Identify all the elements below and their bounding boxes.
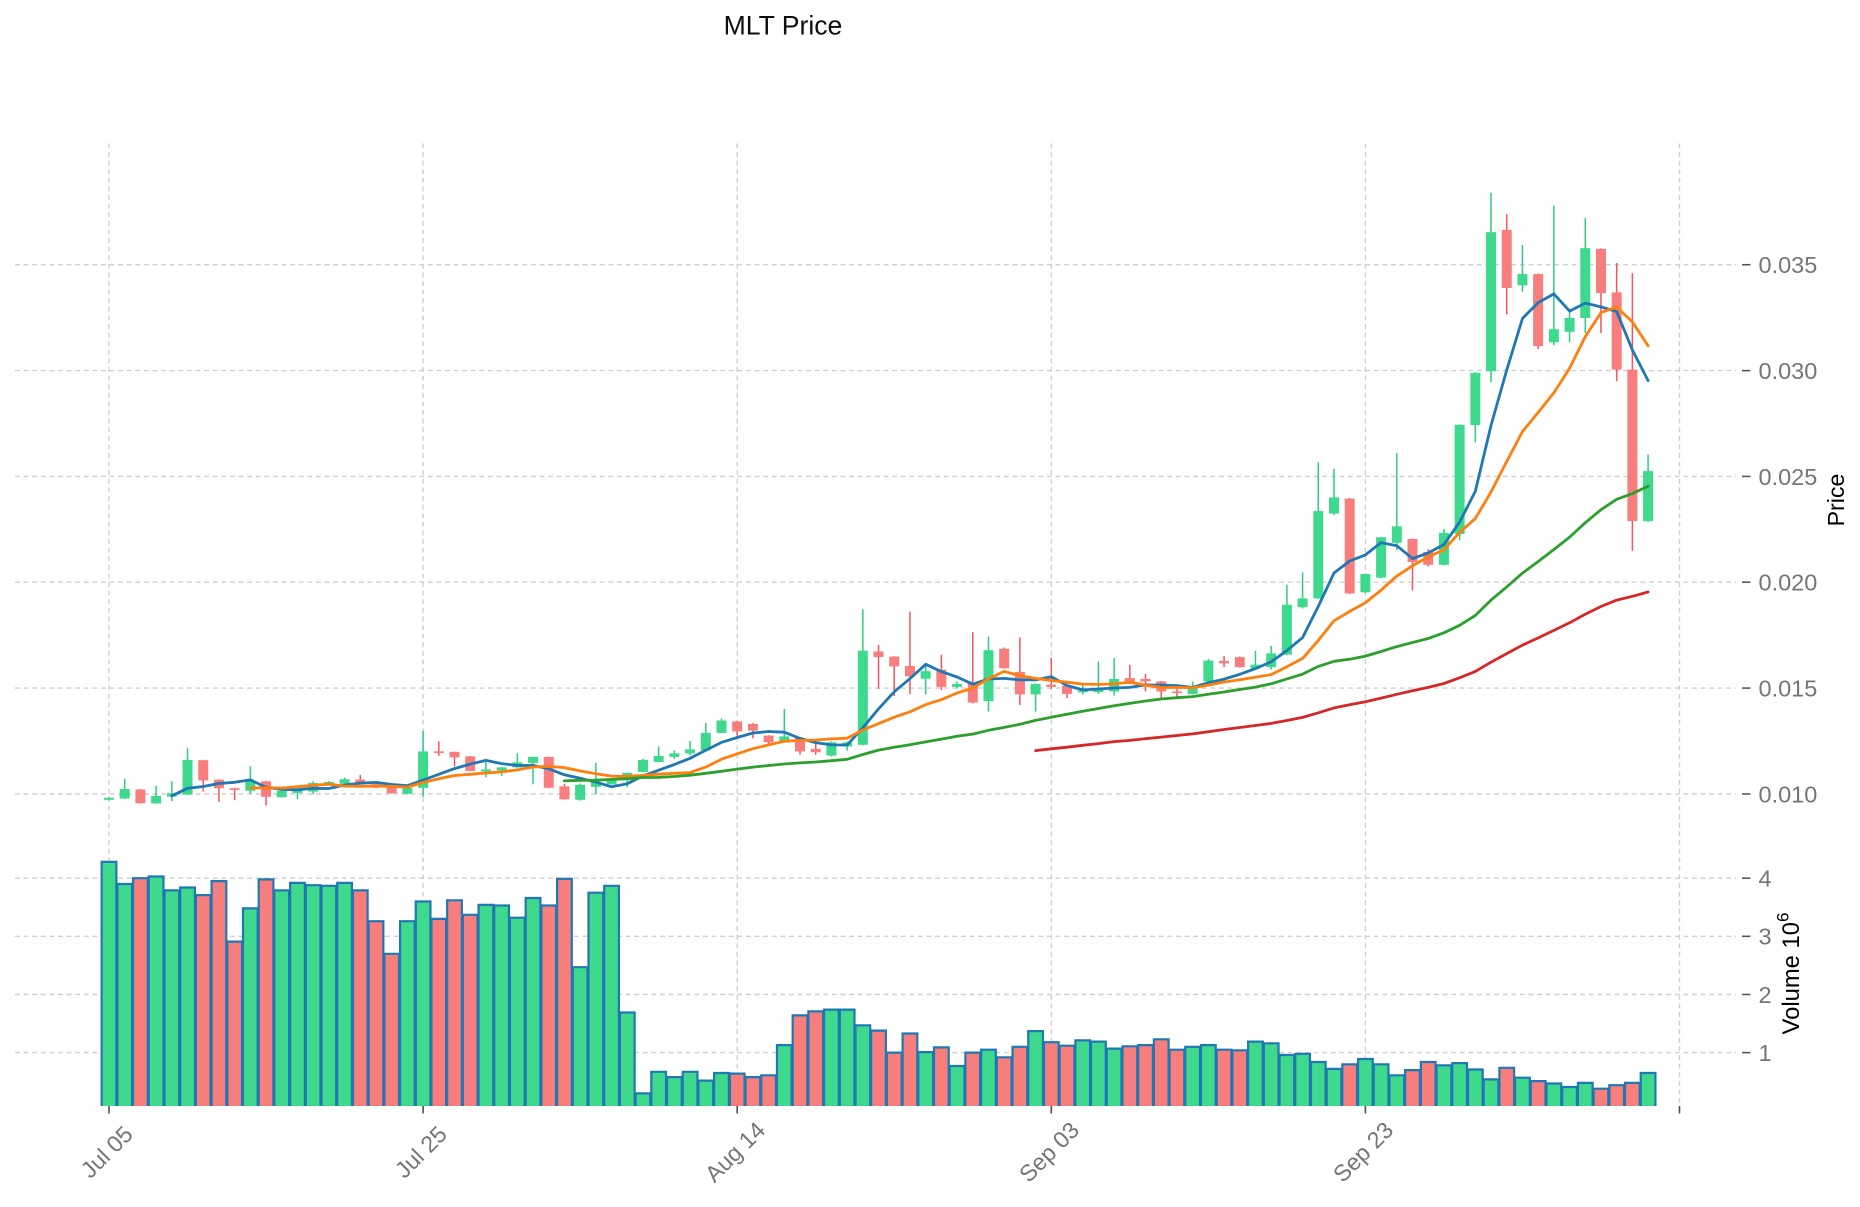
- svg-text:0.015: 0.015: [1759, 676, 1818, 702]
- svg-text:0.025: 0.025: [1759, 464, 1818, 490]
- svg-text:0.035: 0.035: [1759, 252, 1818, 278]
- svg-text:1: 1: [1759, 1040, 1772, 1066]
- svg-text:4: 4: [1759, 866, 1772, 892]
- svg-text:Price: Price: [1823, 474, 1849, 527]
- svg-text:0.010: 0.010: [1759, 781, 1818, 807]
- svg-text:MLT Price: MLT Price: [724, 10, 843, 40]
- svg-text:0.030: 0.030: [1759, 358, 1818, 384]
- svg-text:Volume 106: Volume 106: [1774, 913, 1806, 1035]
- svg-text:2: 2: [1759, 982, 1772, 1008]
- svg-text:0.020: 0.020: [1759, 570, 1818, 596]
- svg-text:3: 3: [1759, 924, 1772, 950]
